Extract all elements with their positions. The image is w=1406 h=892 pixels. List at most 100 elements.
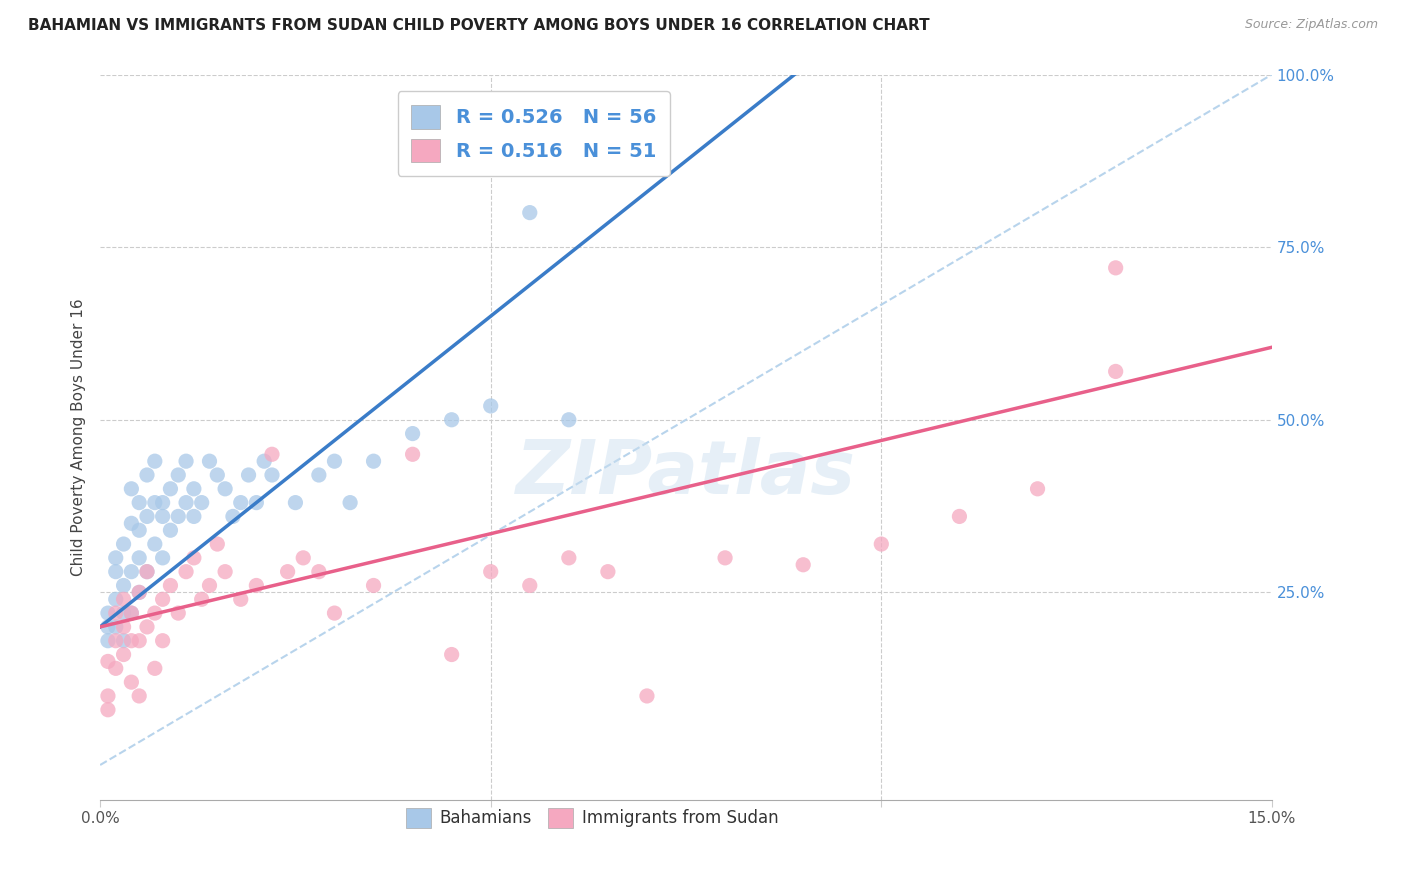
Point (519, 205, 541, 219)
Point (401, 447, 423, 461)
Point (136, 509, 159, 524)
Point (112, 578, 135, 592)
Point (323, 606, 346, 620)
Point (1105, 260, 1128, 275)
Point (214, 482, 236, 496)
Point (143, 495, 166, 509)
Point (97, 620, 120, 634)
Point (198, 578, 221, 592)
Point (440, 648, 463, 662)
Point (152, 495, 174, 509)
Point (292, 550, 315, 565)
Point (112, 620, 135, 634)
Point (1105, 364, 1128, 378)
Point (229, 495, 252, 509)
Point (128, 523, 150, 537)
Point (207, 468, 229, 483)
Point (112, 592, 135, 607)
Point (558, 550, 581, 565)
Point (174, 565, 197, 579)
Point (323, 454, 346, 468)
Point (136, 468, 159, 483)
Point (183, 509, 205, 524)
Text: BAHAMIAN VS IMMIGRANTS FROM SUDAN CHILD POVERTY AMONG BOYS UNDER 16 CORRELATION : BAHAMIAN VS IMMIGRANTS FROM SUDAN CHILD … (28, 18, 929, 33)
Point (104, 606, 127, 620)
Point (198, 454, 221, 468)
Point (152, 633, 174, 648)
Point (948, 509, 970, 524)
Point (120, 482, 142, 496)
Point (277, 565, 299, 579)
Point (479, 565, 502, 579)
Point (152, 592, 174, 607)
Point (128, 495, 150, 509)
Point (363, 454, 385, 468)
Point (167, 468, 190, 483)
Point (143, 454, 166, 468)
Point (253, 454, 276, 468)
Point (152, 550, 174, 565)
Point (260, 447, 283, 461)
Point (97, 689, 120, 703)
Point (136, 565, 159, 579)
Point (104, 565, 127, 579)
Point (120, 633, 142, 648)
Point (120, 516, 142, 531)
Point (152, 509, 174, 524)
Point (260, 468, 283, 483)
Point (97, 703, 120, 717)
Point (229, 592, 252, 607)
Point (97, 633, 120, 648)
Point (120, 606, 142, 620)
Point (183, 482, 205, 496)
Point (167, 606, 190, 620)
Point (440, 413, 463, 427)
Point (519, 578, 541, 592)
Point (792, 558, 814, 572)
Point (1026, 482, 1049, 496)
Legend: Bahamians, Immigrants from Sudan: Bahamians, Immigrants from Sudan (399, 801, 785, 835)
Point (207, 537, 229, 551)
Text: Source: ZipAtlas.com: Source: ZipAtlas.com (1244, 18, 1378, 31)
Point (401, 426, 423, 441)
Point (363, 578, 385, 592)
Point (222, 509, 245, 524)
Point (97, 606, 120, 620)
Point (136, 565, 159, 579)
Point (479, 399, 502, 413)
Point (167, 509, 190, 524)
Point (136, 620, 159, 634)
Point (143, 537, 166, 551)
Point (120, 675, 142, 690)
Point (112, 648, 135, 662)
Point (714, 550, 737, 565)
Point (870, 537, 893, 551)
Point (143, 606, 166, 620)
Point (159, 523, 181, 537)
Point (558, 413, 581, 427)
Point (245, 578, 267, 592)
Point (190, 495, 212, 509)
Point (104, 620, 127, 634)
Point (128, 550, 150, 565)
Point (104, 661, 127, 675)
Point (339, 495, 361, 509)
Point (284, 495, 307, 509)
Point (112, 537, 135, 551)
Point (128, 689, 150, 703)
Point (120, 565, 142, 579)
Point (104, 592, 127, 607)
Point (174, 495, 197, 509)
Point (214, 565, 236, 579)
Point (159, 578, 181, 592)
Point (128, 585, 150, 599)
Point (104, 633, 127, 648)
Point (128, 585, 150, 599)
Point (120, 606, 142, 620)
Y-axis label: Child Poverty Among Boys Under 16: Child Poverty Among Boys Under 16 (72, 298, 86, 576)
Text: ZIPatlas: ZIPatlas (516, 437, 856, 509)
Point (128, 633, 150, 648)
Point (104, 550, 127, 565)
Point (183, 550, 205, 565)
Point (245, 495, 267, 509)
